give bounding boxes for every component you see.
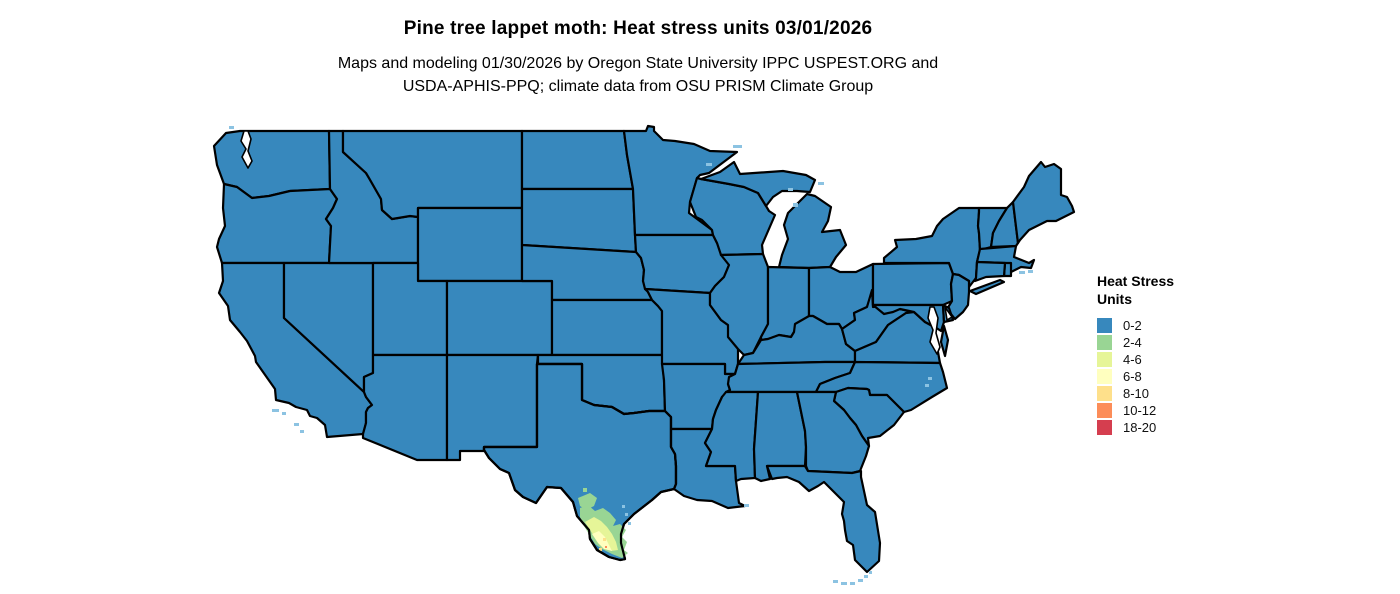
heat-stress-speck-10-12 [605,546,607,548]
state-virginia-eastern-shore [939,324,950,358]
legend-swatch-6-8 [1097,369,1112,384]
legend-label: 18-20 [1123,420,1157,435]
legend-label: 8-10 [1123,386,1150,401]
heat-stress-region-2-4-north [578,493,597,510]
island-speck [622,505,625,508]
heat-stress-speck-8-10-a [603,538,606,541]
state-maine [1011,160,1076,245]
state-georgia [795,390,871,475]
island-specks [229,126,1033,585]
island-speck [788,188,793,191]
figure-subtitle: Maps and modeling 01/30/2026 by Oregon S… [0,52,1276,98]
legend-row: 4-6 [1097,351,1174,368]
island-speck [1019,271,1025,274]
state-wyoming [416,206,524,283]
island-speck [272,409,279,412]
island-speck [282,412,286,415]
state-iowa [633,233,731,295]
legend-swatch-0-2 [1097,318,1112,333]
state-kansas [550,298,664,357]
legend-row: 0-2 [1097,317,1174,334]
island-speck [1028,270,1033,273]
state-pennsylvania [871,261,955,307]
legend-label: 0-2 [1123,318,1142,333]
legend-swatch-18-20 [1097,420,1112,435]
legend-swatch-4-6 [1097,352,1112,367]
island-speck [858,579,863,582]
legend-row: 10-12 [1097,402,1174,419]
island-speck [925,384,929,387]
delaware-bay-inlet [944,306,953,321]
island-speck [841,582,847,585]
state-michigan-upper [699,160,817,208]
island-speck [625,513,628,516]
legend-title-line-1: Heat Stress [1097,273,1175,289]
subtitle-line-2: USDA-APHIS-PPQ; climate data from OSU PR… [402,78,874,95]
legend-label: 10-12 [1123,403,1157,418]
heat-stress-speck-8-10-b [599,548,602,551]
island-speck [864,575,868,578]
state-arizona [361,353,449,462]
legend-title: Heat Stress Units [1097,272,1174,308]
state-oregon [215,182,339,265]
state-shapes [212,124,1076,574]
legend-title-line-2: Units [1097,291,1132,307]
legend-swatch-10-12 [1097,403,1112,418]
island-speck [793,203,798,207]
legend-rows: 0-2 2-4 4-6 6-8 8-10 10-12 18-20 [1097,317,1174,436]
heat-stress-speck-2-4 [583,488,587,492]
island-speck [833,580,838,583]
water-inlets [240,130,953,355]
heat-stress-overlay [578,488,628,558]
state-north-dakota [520,129,635,191]
state-florida [765,464,882,574]
state-long-island [968,278,1006,296]
legend-label: 6-8 [1123,369,1142,384]
island-speck [294,423,299,426]
state-colorado [445,279,554,357]
subtitle-line-1: Maps and modeling 01/30/2026 by Oregon S… [337,55,939,72]
island-speck [706,163,712,166]
island-speck [818,182,824,185]
legend-row: 8-10 [1097,385,1174,402]
legend-label: 4-6 [1123,352,1142,367]
chesapeake-bay-inlet [927,306,941,355]
island-speck [733,145,742,148]
island-speck [300,430,304,433]
legend-row: 18-20 [1097,419,1174,436]
puget-sound-inlet [240,130,253,169]
island-speck [628,522,631,525]
island-speck [869,571,872,574]
state-new-jersey [945,272,971,321]
state-connecticut [973,260,1007,283]
legend-label: 2-4 [1123,335,1142,350]
state-south-dakota [520,187,638,254]
legend: Heat Stress Units 0-2 2-4 4-6 6-8 8-10 1… [1097,272,1174,436]
island-speck [928,377,932,380]
island-speck [229,126,234,129]
legend-swatch-8-10 [1097,386,1112,401]
texas-border-restroke [482,362,678,562]
state-new-mexico [445,353,540,462]
state-michigan [777,192,848,270]
legend-swatch-2-4 [1097,335,1112,350]
legend-row: 2-4 [1097,334,1174,351]
legend-row: 6-8 [1097,368,1174,385]
page-title: Pine tree lappet moth: Heat stress units… [403,18,873,39]
figure-header: Pine tree lappet moth: Heat stress units… [0,18,1276,98]
island-speck [744,504,749,507]
island-speck [850,582,855,585]
